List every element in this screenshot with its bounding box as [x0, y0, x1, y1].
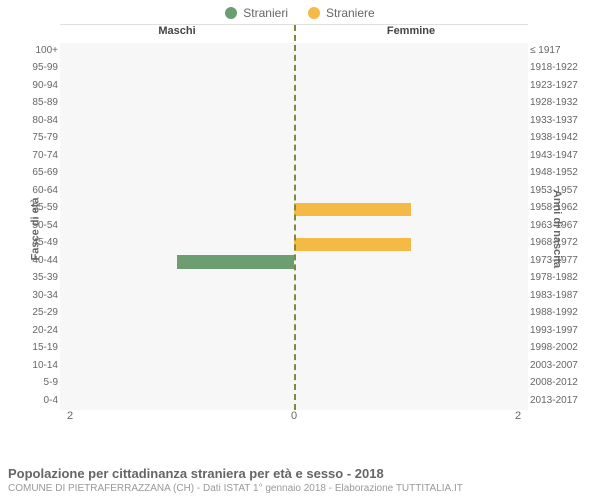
- x-axis: 2 0 2: [60, 410, 528, 426]
- x-tick-center: 0: [284, 410, 304, 426]
- chart-subtitle: COMUNE DI PIETRAFERRAZZANA (CH) - Dati I…: [8, 483, 592, 494]
- birth-year-labels: ≤ 19171918-19221923-19271928-19321933-19…: [530, 42, 590, 410]
- age-label: 95-99: [22, 60, 58, 78]
- bar-female: [294, 238, 411, 252]
- birth-year-label: 1973-1977: [530, 252, 590, 270]
- chart-title: Popolazione per cittadinanza straniera p…: [8, 466, 592, 481]
- birth-year-label: 2013-2017: [530, 392, 590, 410]
- age-label: 100+: [22, 42, 58, 60]
- birth-year-label: 1983-1987: [530, 287, 590, 305]
- legend-swatch-female: [308, 7, 320, 19]
- birth-year-label: 2008-2012: [530, 375, 590, 393]
- legend-label-male: Stranieri: [243, 6, 288, 20]
- age-label: 75-79: [22, 130, 58, 148]
- birth-year-label: ≤ 1917: [530, 42, 590, 60]
- birth-year-label: 1988-1992: [530, 305, 590, 323]
- age-label: 55-59: [22, 200, 58, 218]
- age-label: 50-54: [22, 217, 58, 235]
- age-label: 30-34: [22, 287, 58, 305]
- age-label: 0-4: [22, 392, 58, 410]
- birth-year-label: 1918-1922: [530, 60, 590, 78]
- birth-year-label: 1953-1957: [530, 182, 590, 200]
- bar-male: [177, 255, 294, 269]
- age-label: 45-49: [22, 235, 58, 253]
- age-label: 65-69: [22, 165, 58, 183]
- plot-wrapper: 100+95-9990-9485-8980-8475-7970-7465-696…: [60, 24, 528, 410]
- header-male: Maschi: [60, 25, 294, 43]
- birth-year-label: 1968-1972: [530, 235, 590, 253]
- age-label: 20-24: [22, 322, 58, 340]
- header-female: Femmine: [294, 25, 528, 43]
- age-label: 35-39: [22, 270, 58, 288]
- legend-swatch-male: [225, 7, 237, 19]
- birth-year-label: 1963-1967: [530, 217, 590, 235]
- footer: Popolazione per cittadinanza straniera p…: [8, 466, 592, 494]
- age-label: 40-44: [22, 252, 58, 270]
- age-label: 90-94: [22, 77, 58, 95]
- legend-item-female: Straniere: [308, 6, 375, 20]
- age-label: 60-64: [22, 182, 58, 200]
- birth-year-label: 1958-1962: [530, 200, 590, 218]
- age-label: 80-84: [22, 112, 58, 130]
- chart-area: Fasce di età Anni di nascita 100+95-9990…: [0, 24, 600, 434]
- center-axis-line: [294, 25, 296, 410]
- birth-year-label: 1928-1932: [530, 95, 590, 113]
- birth-year-label: 1993-1997: [530, 322, 590, 340]
- x-tick-right: 2: [508, 410, 528, 426]
- legend: Stranieri Straniere: [0, 0, 600, 20]
- age-labels: 100+95-9990-9485-8980-8475-7970-7465-696…: [22, 42, 58, 410]
- age-label: 5-9: [22, 375, 58, 393]
- age-label: 70-74: [22, 147, 58, 165]
- birth-year-label: 1948-1952: [530, 165, 590, 183]
- plot: Maschi Femmine: [60, 24, 528, 410]
- birth-year-label: 1978-1982: [530, 270, 590, 288]
- age-label: 85-89: [22, 95, 58, 113]
- x-tick-left: 2: [60, 410, 80, 426]
- age-label: 15-19: [22, 340, 58, 358]
- bar-female: [294, 203, 411, 217]
- birth-year-label: 1923-1927: [530, 77, 590, 95]
- legend-label-female: Straniere: [326, 6, 375, 20]
- birth-year-label: 1933-1937: [530, 112, 590, 130]
- age-label: 10-14: [22, 357, 58, 375]
- age-label: 25-29: [22, 305, 58, 323]
- birth-year-label: 1938-1942: [530, 130, 590, 148]
- birth-year-label: 1943-1947: [530, 147, 590, 165]
- legend-item-male: Stranieri: [225, 6, 288, 20]
- birth-year-label: 2003-2007: [530, 357, 590, 375]
- birth-year-label: 1998-2002: [530, 340, 590, 358]
